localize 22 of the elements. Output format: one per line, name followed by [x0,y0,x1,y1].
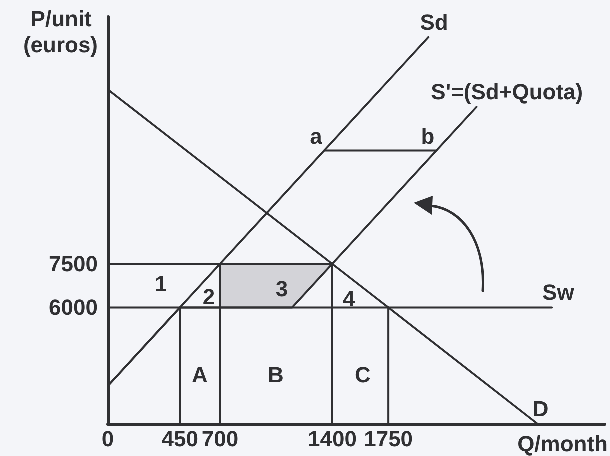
series-label: Sw [542,280,576,306]
annotation: b [421,124,435,150]
x-tick-label: 450 [162,426,199,452]
y-tick-label: 7500 [49,252,98,277]
x-tick-label: 1750 [364,426,414,452]
x-axis-title: Q/month [518,432,608,456]
y-axis-title: P/unit (euros) [23,6,98,58]
x-tick-label: 1400 [308,426,357,452]
series-label: S'=(Sd+Quota) [431,80,584,105]
x-tick-label: 700 [202,426,239,452]
annotation: a [310,124,324,150]
series-label: Sd [420,10,448,35]
annotation: 4 [342,286,356,312]
annotation: C [355,362,372,388]
annotation: A [192,362,208,388]
annotation: 1 [154,272,168,296]
annotation: 3 [276,276,288,302]
annotation: B [268,362,284,388]
y-tick-label: 6000 [49,295,98,320]
annotation: 2 [202,284,216,310]
series-label: D [532,396,549,422]
x-tick-label: 0 [102,426,114,452]
